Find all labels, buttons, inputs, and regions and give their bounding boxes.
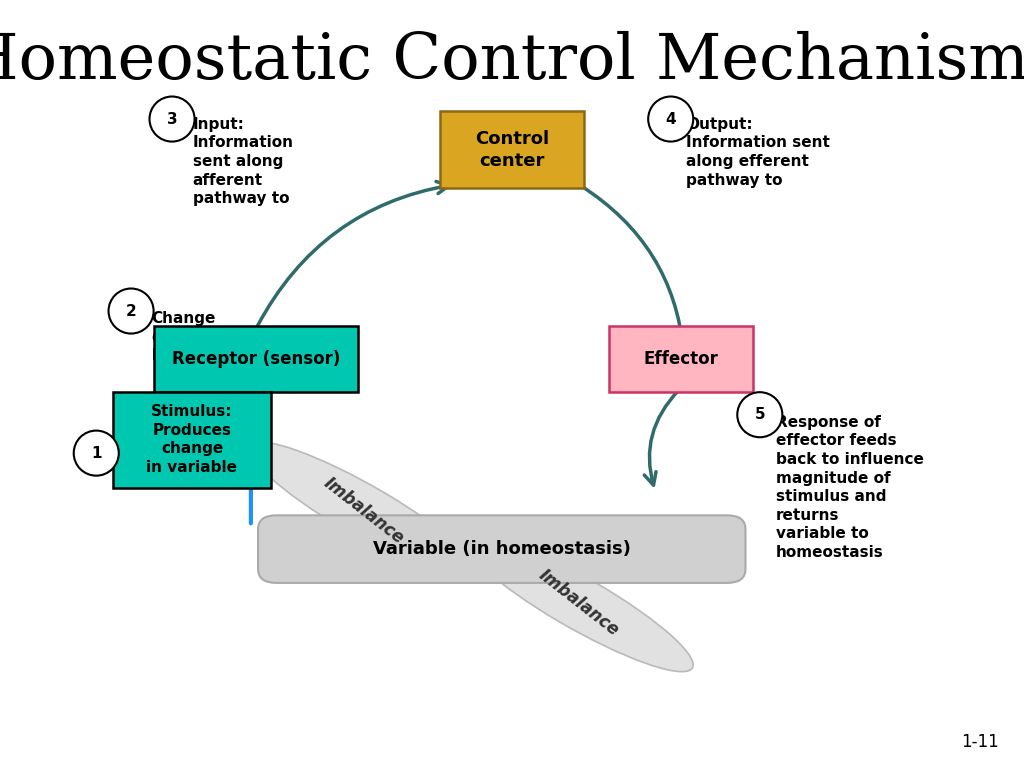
Ellipse shape	[464, 534, 693, 672]
Text: 4: 4	[666, 111, 676, 127]
Ellipse shape	[150, 97, 195, 141]
Text: 3: 3	[167, 111, 177, 127]
FancyBboxPatch shape	[154, 326, 358, 392]
Text: Imbalance: Imbalance	[319, 474, 408, 548]
FancyBboxPatch shape	[609, 326, 753, 392]
FancyBboxPatch shape	[440, 111, 584, 188]
Ellipse shape	[109, 289, 154, 333]
Text: Effector: Effector	[643, 350, 719, 368]
Text: Receptor (sensor): Receptor (sensor)	[172, 350, 340, 368]
Text: Response of
effector feeds
back to influence
magnitude of
stimulus and
returns
v: Response of effector feeds back to influ…	[776, 415, 924, 560]
Text: Change
detected
by receptor: Change detected by receptor	[152, 311, 251, 363]
Ellipse shape	[249, 442, 478, 580]
Text: 5: 5	[755, 407, 765, 422]
Ellipse shape	[737, 392, 782, 437]
Ellipse shape	[74, 431, 119, 475]
Text: 1: 1	[91, 445, 101, 461]
Text: Stimulus:
Produces
change
in variable: Stimulus: Produces change in variable	[146, 404, 238, 475]
Text: Variable (in homeostasis): Variable (in homeostasis)	[373, 540, 631, 558]
FancyBboxPatch shape	[258, 515, 745, 583]
Ellipse shape	[648, 97, 693, 141]
Text: Imbalance: Imbalance	[535, 566, 623, 640]
Text: Input:
Information
sent along
afferent
pathway to: Input: Information sent along afferent p…	[193, 117, 294, 206]
Text: Control
center: Control center	[475, 130, 549, 170]
Text: Output:
Information sent
along efferent
pathway to: Output: Information sent along efferent …	[686, 117, 830, 187]
FancyBboxPatch shape	[113, 392, 271, 488]
Text: 1-11: 1-11	[961, 733, 998, 751]
Text: Homeostatic Control Mechanisms: Homeostatic Control Mechanisms	[0, 31, 1024, 92]
Text: 2: 2	[126, 303, 136, 319]
